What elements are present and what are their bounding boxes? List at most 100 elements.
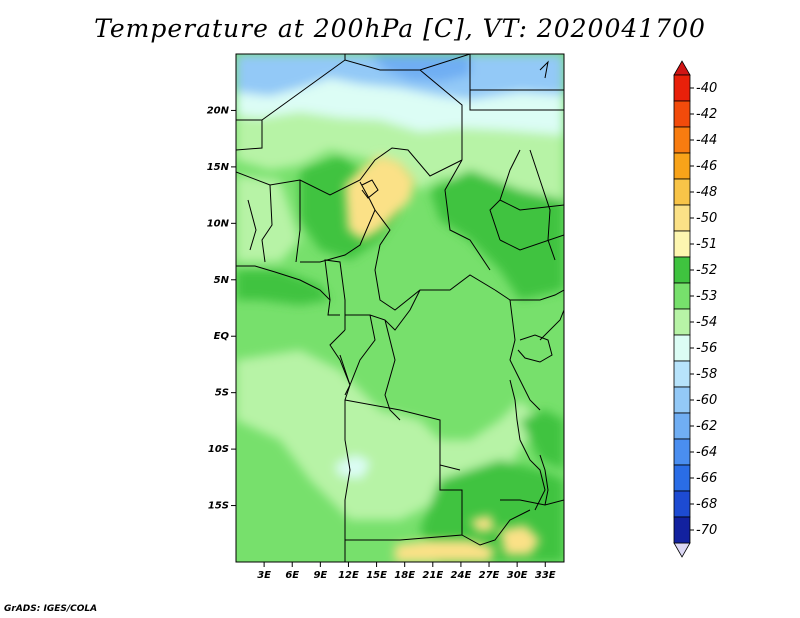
field-pale-west — [236, 175, 300, 262]
border-line — [374, 209, 496, 311]
colorbar-swatch — [673, 100, 691, 128]
lon-tick-label: 21E — [422, 570, 443, 581]
lake-malawi — [539, 454, 549, 506]
colorbar-swatch — [673, 178, 691, 206]
lon-axis: 3E 6E 9E 12E 15E 18E 21E 24E 27E 30E 33E — [257, 562, 556, 581]
border-line — [519, 439, 546, 511]
temperature-field — [236, 54, 564, 562]
border-line — [509, 299, 541, 411]
lake-chad — [361, 179, 379, 199]
border-line — [529, 149, 556, 261]
border-line — [329, 329, 351, 396]
lake-victoria — [517, 334, 553, 363]
lat-tick-label: 10S — [208, 444, 229, 455]
lon-tick-label: 33E — [535, 570, 556, 581]
border-line — [300, 181, 376, 263]
border-line — [261, 54, 471, 121]
colorbar-swatch — [673, 204, 691, 232]
colorbar-label: -53 — [696, 289, 717, 304]
colorbar-label: -51 — [696, 237, 717, 252]
border-line — [444, 159, 491, 271]
lon-tick-label: 15E — [366, 570, 387, 581]
lon-tick-label: 6E — [285, 570, 299, 581]
chart-title: Temperature at 200hPa [C], VT: 202004170… — [94, 14, 706, 43]
colorbar-label: -64 — [696, 445, 717, 460]
field-warm-south-1 — [395, 540, 495, 562]
border-line — [419, 69, 463, 160]
field-dark-belt-east — [430, 170, 564, 300]
colorbar-swatch — [673, 490, 691, 518]
lon-tick-label: 9E — [313, 570, 327, 581]
border-line — [324, 259, 346, 330]
colorbar-label: -58 — [696, 367, 717, 382]
field-dark-belt-coast — [236, 270, 330, 305]
coastline — [339, 354, 351, 562]
colorbar-swatch — [673, 412, 691, 440]
border-line — [345, 465, 463, 541]
colorbar-swatch — [673, 282, 691, 310]
borders — [236, 54, 564, 562]
colorbar: -40 -42 -44 -46 -48 -50 -51 -52 -53 -54 -56 -58 -60 -… — [673, 60, 717, 558]
border-line — [345, 289, 421, 331]
colorbar-swatch — [673, 334, 691, 362]
colorbar-label: -44 — [696, 133, 717, 148]
lat-tick-label: EQ — [214, 331, 230, 342]
colorbar-top-triangle — [673, 60, 691, 76]
field-cold-north-deep — [236, 54, 564, 100]
colorbar-swatch — [673, 360, 691, 388]
lon-tick-label: 12E — [338, 570, 359, 581]
lon-tick-label: 3E — [257, 570, 271, 581]
plot-frame — [235, 53, 565, 563]
credit-text: GrADS: IGES/COLA — [4, 604, 98, 614]
lat-tick-label: 5N — [214, 275, 230, 286]
field-cold-core — [370, 54, 470, 82]
lat-tick-label: 10N — [207, 218, 230, 229]
colorbar-label: -56 — [696, 341, 717, 356]
border-line — [469, 54, 564, 111]
colorbar-swatch — [673, 516, 691, 544]
lon-tick-label: 18E — [394, 570, 415, 581]
colorbar-label: -50 — [696, 211, 717, 226]
colorbar-label: -70 — [696, 523, 717, 538]
colorbar-bottom-triangle — [673, 542, 691, 558]
border-line — [539, 309, 564, 341]
field-warm-south-2 — [500, 525, 540, 555]
colorbar-swatch — [673, 126, 691, 154]
lon-tick-label: 30E — [507, 570, 528, 581]
colorbar-label: -60 — [696, 393, 717, 408]
colorbar-swatch — [673, 230, 691, 258]
colorbar-label: -62 — [696, 419, 717, 434]
border-line — [295, 180, 301, 263]
border-line — [349, 314, 376, 386]
lat-tick-label: 5S — [215, 388, 229, 399]
border-line — [499, 149, 521, 201]
lat-axis: 20N 15N 10N 5N EQ 5S 10S 15S — [207, 105, 236, 512]
lat-tick-label: 15S — [208, 501, 229, 512]
border-line — [236, 147, 463, 196]
colorbar-label: -42 — [696, 107, 717, 122]
colorbar-swatch — [673, 74, 691, 102]
colorbar-label: -68 — [696, 497, 717, 512]
border-line — [261, 184, 273, 263]
border-line — [247, 199, 257, 251]
lon-tick-label: 24E — [451, 570, 472, 581]
colorbar-label: -40 — [696, 81, 717, 96]
colorbar-label: -66 — [696, 471, 717, 486]
lake-tanganyika — [509, 379, 521, 441]
lat-tick-label: 15N — [207, 162, 230, 173]
border-line — [494, 289, 564, 301]
colorbar-swatch — [673, 308, 691, 336]
colorbar-swatch — [673, 256, 691, 284]
border-line — [384, 319, 401, 421]
colorbar-swatch — [673, 152, 691, 180]
border-line — [461, 509, 531, 546]
lon-tick-label: 27E — [479, 570, 500, 581]
colorbar-label: -52 — [696, 263, 717, 278]
field-light-patch — [335, 455, 370, 478]
colorbar-label: -46 — [696, 159, 717, 174]
border-line — [500, 499, 564, 506]
border-line — [499, 234, 564, 251]
border-line — [539, 60, 549, 79]
colorbar-label: -48 — [696, 185, 717, 200]
